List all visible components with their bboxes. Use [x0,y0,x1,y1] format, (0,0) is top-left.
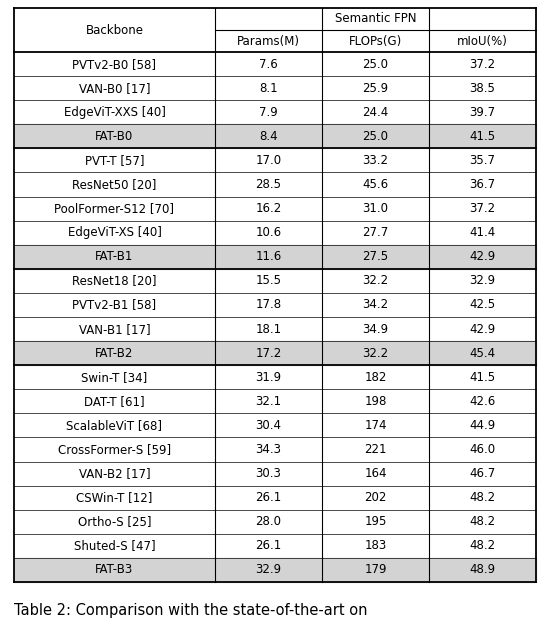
Text: ScalableViT [68]: ScalableViT [68] [66,419,163,432]
Text: FLOPs(G): FLOPs(G) [349,35,402,47]
Text: PoolFormer-S12 [70]: PoolFormer-S12 [70] [54,202,174,215]
Text: 26.1: 26.1 [255,491,282,504]
Text: 17.8: 17.8 [255,298,282,312]
Text: 221: 221 [364,443,387,456]
Text: 174: 174 [364,419,387,432]
Text: 31.9: 31.9 [255,371,282,384]
Text: 48.2: 48.2 [470,515,495,528]
Text: Ortho-S [25]: Ortho-S [25] [78,515,151,528]
Text: 45.4: 45.4 [470,346,495,360]
Text: FAT-B3: FAT-B3 [95,564,134,576]
Text: FAT-B1: FAT-B1 [95,250,134,264]
Text: 11.6: 11.6 [255,250,282,264]
Text: 44.9: 44.9 [470,419,495,432]
Text: 41.5: 41.5 [470,371,495,384]
Text: Table 2: Comparison with the state-of-the-art on: Table 2: Comparison with the state-of-th… [14,602,368,617]
Text: 27.7: 27.7 [362,226,389,239]
Text: EdgeViT-XS [40]: EdgeViT-XS [40] [67,226,162,239]
Text: 202: 202 [364,491,387,504]
Text: 17.0: 17.0 [255,154,282,167]
Text: 42.9: 42.9 [470,250,495,264]
Text: 15.5: 15.5 [255,274,282,288]
Text: 48.2: 48.2 [470,539,495,552]
Text: mIoU(%): mIoU(%) [457,35,508,47]
Text: 30.3: 30.3 [255,467,282,480]
Text: 7.9: 7.9 [259,106,278,119]
Text: DAT-T [61]: DAT-T [61] [84,395,145,408]
Text: 37.2: 37.2 [470,58,495,71]
Text: ResNet18 [20]: ResNet18 [20] [72,274,157,288]
Text: 195: 195 [364,515,387,528]
Text: ResNet50 [20]: ResNet50 [20] [72,178,157,191]
Text: 198: 198 [364,395,387,408]
Text: 8.1: 8.1 [259,82,278,95]
Text: 16.2: 16.2 [255,202,282,215]
Text: FAT-B0: FAT-B0 [95,130,134,143]
Text: PVTv2-B0 [58]: PVTv2-B0 [58] [72,58,157,71]
Text: EdgeViT-XXS [40]: EdgeViT-XXS [40] [64,106,165,119]
Text: Shuted-S [47]: Shuted-S [47] [73,539,155,552]
Text: 34.9: 34.9 [362,322,389,336]
Text: 27.5: 27.5 [362,250,389,264]
Text: 46.7: 46.7 [470,467,495,480]
Text: Swin-T [34]: Swin-T [34] [81,371,147,384]
Text: 41.4: 41.4 [470,226,495,239]
Text: 28.5: 28.5 [255,178,282,191]
Bar [14,125,536,149]
Text: CSWin-T [12]: CSWin-T [12] [76,491,153,504]
Text: 42.6: 42.6 [470,395,495,408]
Text: 32.1: 32.1 [255,395,282,408]
Text: 32.2: 32.2 [362,346,389,360]
Text: 17.2: 17.2 [255,346,282,360]
Text: 28.0: 28.0 [255,515,282,528]
Text: 24.4: 24.4 [362,106,389,119]
Text: 25.9: 25.9 [362,82,389,95]
Text: 45.6: 45.6 [362,178,389,191]
Text: 38.5: 38.5 [470,82,495,95]
Text: 41.5: 41.5 [470,130,495,143]
Text: 34.3: 34.3 [255,443,282,456]
Text: VAN-B0 [17]: VAN-B0 [17] [79,82,150,95]
Text: FAT-B2: FAT-B2 [95,346,134,360]
Text: VAN-B1 [17]: VAN-B1 [17] [79,322,150,336]
Text: 37.2: 37.2 [470,202,495,215]
Text: PVTv2-B1 [58]: PVTv2-B1 [58] [72,298,157,312]
Text: 182: 182 [364,371,387,384]
Text: 42.9: 42.9 [470,322,495,336]
Text: 46.0: 46.0 [470,443,495,456]
Text: 25.0: 25.0 [362,58,389,71]
Text: 35.7: 35.7 [470,154,495,167]
Text: 179: 179 [364,564,387,576]
Text: 36.7: 36.7 [470,178,495,191]
Text: 48.9: 48.9 [470,564,495,576]
Text: 42.5: 42.5 [470,298,495,312]
Bar [14,245,536,269]
Text: 7.6: 7.6 [259,58,278,71]
Text: 34.2: 34.2 [362,298,389,312]
Text: 10.6: 10.6 [255,226,282,239]
Text: Params(M): Params(M) [237,35,300,47]
Text: 32.9: 32.9 [255,564,282,576]
Text: 164: 164 [364,467,387,480]
Text: 39.7: 39.7 [470,106,495,119]
Text: CrossFormer-S [59]: CrossFormer-S [59] [58,443,171,456]
Text: Backbone: Backbone [85,23,144,37]
Text: 183: 183 [364,539,386,552]
Text: 33.2: 33.2 [362,154,389,167]
Text: 30.4: 30.4 [255,419,282,432]
Bar [14,341,536,365]
Text: 31.0: 31.0 [362,202,389,215]
Text: 32.9: 32.9 [470,274,495,288]
Text: 26.1: 26.1 [255,539,282,552]
Text: 48.2: 48.2 [470,491,495,504]
Text: VAN-B2 [17]: VAN-B2 [17] [79,467,150,480]
Text: PVT-T [57]: PVT-T [57] [85,154,144,167]
Text: 32.2: 32.2 [362,274,389,288]
Text: 8.4: 8.4 [259,130,278,143]
Text: 25.0: 25.0 [362,130,389,143]
Text: 18.1: 18.1 [255,322,282,336]
Text: Semantic FPN: Semantic FPN [335,13,416,25]
Bar [14,558,536,582]
